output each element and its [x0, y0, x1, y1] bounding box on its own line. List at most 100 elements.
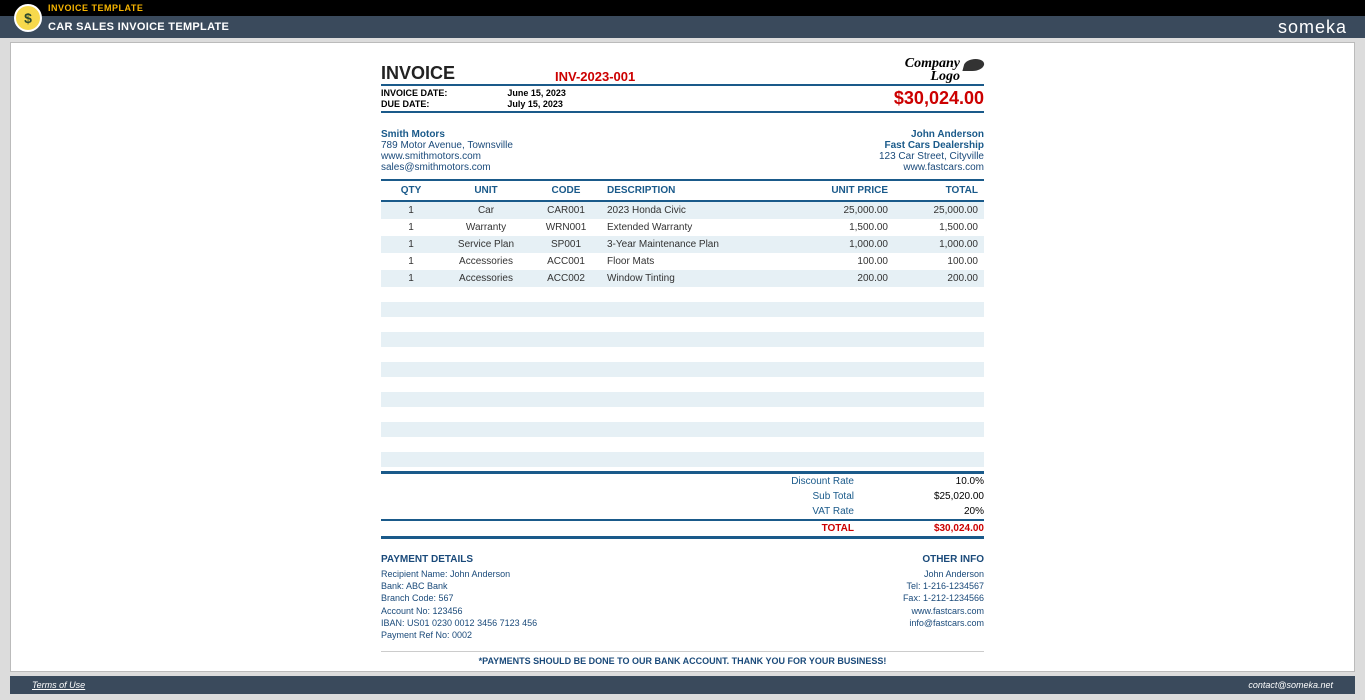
cell-total: 100.00	[894, 253, 984, 270]
payment-details: PAYMENT DETAILS Recipient Name: John And…	[381, 553, 537, 641]
col-desc: DESCRIPTION	[601, 181, 804, 201]
cell-unit: Service Plan	[441, 236, 531, 253]
buyer-company: Fast Cars Dealership	[879, 140, 984, 151]
table-row	[381, 287, 984, 302]
cell-total: 1,500.00	[894, 219, 984, 236]
due-date-label: DUE DATE:	[381, 99, 447, 109]
buyer-web: www.fastcars.com	[879, 162, 984, 173]
col-unit: UNIT	[441, 181, 531, 201]
invoice-number: INV-2023-001	[455, 69, 905, 84]
table-row	[381, 452, 984, 467]
table-row: 1AccessoriesACC002Window Tinting200.0020…	[381, 270, 984, 287]
col-code: CODE	[531, 181, 601, 201]
footer-bar: Terms of Use contact@someka.net	[10, 676, 1355, 694]
logo-badge-icon: $	[14, 4, 42, 32]
footer-note: *PAYMENTS SHOULD BE DONE TO OUR BANK ACC…	[381, 651, 984, 666]
brand-logo: someka	[1278, 17, 1347, 38]
invoice-title: INVOICE	[381, 63, 455, 84]
cell-qty: 1	[381, 201, 441, 219]
cell-code: ACC001	[531, 253, 601, 270]
table-row	[381, 347, 984, 362]
other-info: OTHER INFO John Anderson Tel: 1-216-1234…	[903, 553, 984, 641]
cell-price: 1,000.00	[804, 236, 894, 253]
table-row	[381, 437, 984, 452]
other-name: John Anderson	[903, 568, 984, 580]
table-row: 1AccessoriesACC001Floor Mats100.00100.00	[381, 253, 984, 270]
company-logo-line2: Logo	[905, 70, 960, 83]
vat-label: VAT Rate	[734, 506, 854, 517]
cell-unit: Warranty	[441, 219, 531, 236]
cell-desc: Window Tinting	[601, 270, 804, 287]
topbar-label: INVOICE TEMPLATE	[48, 3, 143, 13]
table-row	[381, 377, 984, 392]
discount-label: Discount Rate	[734, 476, 854, 487]
subtotal-value: $25,020.00	[894, 491, 984, 502]
cell-price: 100.00	[804, 253, 894, 270]
cell-total: 25,000.00	[894, 201, 984, 219]
seller-name: Smith Motors	[381, 129, 513, 140]
subtotal-label: Sub Total	[734, 491, 854, 502]
table-row	[381, 332, 984, 347]
col-total: TOTAL	[894, 181, 984, 201]
payment-bank: Bank: ABC Bank	[381, 580, 537, 592]
payment-title: PAYMENT DETAILS	[381, 553, 537, 567]
cell-qty: 1	[381, 236, 441, 253]
due-date: July 15, 2023	[507, 99, 566, 109]
other-fax: Fax: 1-212-1234566	[903, 592, 984, 604]
cell-total: 1,000.00	[894, 236, 984, 253]
cell-desc: 3-Year Maintenance Plan	[601, 236, 804, 253]
payment-branch: Branch Code: 567	[381, 592, 537, 604]
buyer-name: John Anderson	[879, 129, 984, 140]
invoice-date: June 15, 2023	[507, 88, 566, 98]
company-logo-line1: Company	[905, 57, 960, 70]
cell-code: WRN001	[531, 219, 601, 236]
total-label: TOTAL	[734, 523, 854, 534]
table-row	[381, 422, 984, 437]
payment-recipient: Recipient Name: John Anderson	[381, 568, 537, 580]
table-row	[381, 392, 984, 407]
cell-qty: 1	[381, 219, 441, 236]
cell-qty: 1	[381, 270, 441, 287]
seller-web: www.smithmotors.com	[381, 151, 513, 162]
vat-value: 20%	[894, 506, 984, 517]
header-title: CAR SALES INVOICE TEMPLATE	[48, 21, 229, 33]
cell-code: ACC002	[531, 270, 601, 287]
other-title: OTHER INFO	[903, 553, 984, 567]
seller-addr: 789 Motor Avenue, Townsville	[381, 140, 513, 151]
cell-desc: Floor Mats	[601, 253, 804, 270]
invoice-page: INVOICE INV-2023-001 Company Logo INVOIC…	[10, 42, 1355, 672]
seller-block: Smith Motors 789 Motor Avenue, Townsvill…	[381, 129, 513, 173]
other-email: info@fastcars.com	[903, 617, 984, 629]
cell-code: CAR001	[531, 201, 601, 219]
buyer-block: John Anderson Fast Cars Dealership 123 C…	[879, 129, 984, 173]
cell-code: SP001	[531, 236, 601, 253]
total-value: $30,024.00	[894, 523, 984, 534]
cell-price: 1,500.00	[804, 219, 894, 236]
payment-ref: Payment Ref No: 0002	[381, 629, 537, 641]
terms-link[interactable]: Terms of Use	[32, 680, 85, 690]
other-web: www.fastcars.com	[903, 605, 984, 617]
table-row	[381, 302, 984, 317]
payment-iban: IBAN: US01 0230 0012 3456 7123 456	[381, 617, 537, 629]
invoice-date-label: INVOICE DATE:	[381, 88, 447, 98]
table-row	[381, 317, 984, 332]
header-bar: $ CAR SALES INVOICE TEMPLATE someka	[0, 16, 1365, 38]
col-qty: QTY	[381, 181, 441, 201]
discount-value: 10.0%	[894, 476, 984, 487]
cell-unit: Car	[441, 201, 531, 219]
other-tel: Tel: 1-216-1234567	[903, 580, 984, 592]
cell-price: 200.00	[804, 270, 894, 287]
items-table: QTY UNIT CODE DESCRIPTION UNIT PRICE TOT…	[381, 181, 984, 467]
cell-unit: Accessories	[441, 270, 531, 287]
table-row: 1CarCAR0012023 Honda Civic25,000.0025,00…	[381, 201, 984, 219]
payment-account: Account No: 123456	[381, 605, 537, 617]
seller-email: sales@smithmotors.com	[381, 162, 513, 173]
buyer-addr: 123 Car Street, Cityville	[879, 151, 984, 162]
table-row	[381, 362, 984, 377]
cell-desc: 2023 Honda Civic	[601, 201, 804, 219]
invoice-total-top: $30,024.00	[894, 88, 984, 109]
cell-qty: 1	[381, 253, 441, 270]
table-row: 1WarrantyWRN001Extended Warranty1,500.00…	[381, 219, 984, 236]
cell-desc: Extended Warranty	[601, 219, 804, 236]
contact-email: contact@someka.net	[1248, 680, 1333, 690]
